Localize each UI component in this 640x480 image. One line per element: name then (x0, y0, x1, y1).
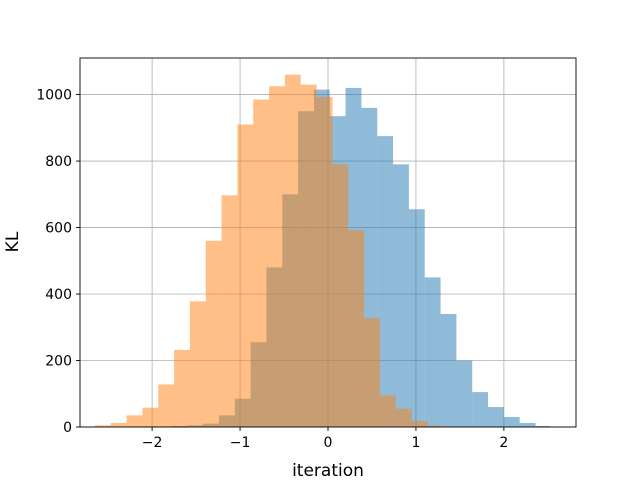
histogram-bar (237, 124, 254, 428)
histogram-bar (300, 84, 317, 427)
histogram-bar (332, 164, 349, 428)
histogram-bar (472, 392, 489, 427)
histogram-bar (364, 317, 380, 427)
histogram-bar (284, 74, 301, 428)
histogram-bar (269, 86, 285, 427)
histogram-bar (158, 384, 175, 427)
histogram-bar (348, 230, 365, 427)
histogram-bar (110, 423, 127, 427)
x-tick-label: 1 (411, 435, 420, 451)
y-tick-label: 0 (63, 420, 72, 436)
y-axis-label: KL (3, 231, 23, 252)
histogram-bar (393, 164, 409, 428)
histogram-bar (411, 421, 428, 427)
y-tick-label: 1000 (36, 88, 72, 104)
histogram-bars (94, 74, 550, 428)
histogram-bar (377, 136, 394, 427)
x-axis-label: iteration (292, 461, 364, 480)
x-tick-label: −1 (230, 435, 251, 451)
histogram-bar (519, 423, 536, 427)
histogram-bar (174, 349, 190, 427)
y-axis-ticks: 0 200 400 600 800 1000 (36, 88, 80, 436)
histogram-bar (456, 360, 473, 427)
x-tick-label: −2 (142, 435, 163, 451)
histogram-bar (94, 425, 111, 427)
y-tick-label: 400 (45, 287, 72, 303)
histogram-bar (221, 195, 238, 427)
histogram-bar (427, 425, 444, 427)
histogram-bar (440, 313, 457, 427)
histogram-bar (205, 240, 222, 427)
y-tick-label: 800 (45, 154, 72, 170)
x-tick-label: 2 (499, 435, 508, 451)
y-tick-label: 200 (45, 354, 72, 370)
histogram-bar (253, 99, 270, 428)
histogram-bar (316, 96, 333, 427)
histogram-bar (488, 407, 504, 427)
x-tick-label: 0 (324, 435, 333, 451)
histogram-bar (379, 395, 396, 427)
x-axis-ticks: −2 −1 0 1 2 (142, 427, 508, 451)
histogram-bar (189, 301, 206, 427)
histogram-bar (424, 277, 441, 427)
histogram-bar (535, 426, 550, 427)
histogram-bar (126, 415, 143, 427)
histogram-bar (395, 408, 412, 427)
histogram-bar (408, 209, 425, 427)
histogram-series-2 (94, 74, 460, 428)
histogram-bar (503, 417, 520, 427)
histogram-bar (142, 407, 159, 427)
y-tick-label: 600 (45, 221, 72, 237)
